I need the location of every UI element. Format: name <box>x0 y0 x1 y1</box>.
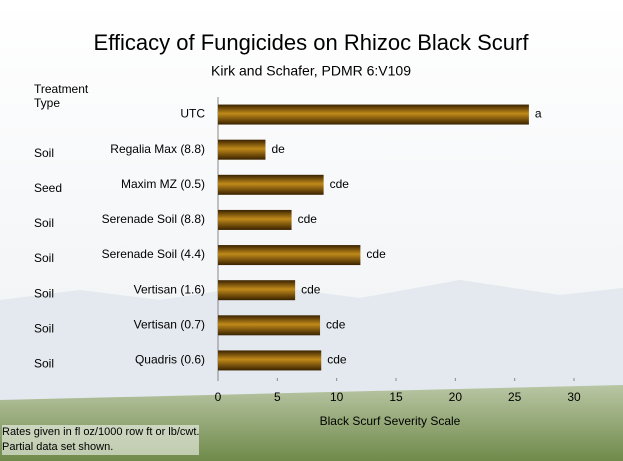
y-tick-label: Serenade Soil (4.4) <box>102 247 205 261</box>
x-tick-label: 20 <box>449 390 463 404</box>
notes: Rates given in fl oz/1000 row ft or lb/c… <box>2 425 200 455</box>
treatment-type: Soil <box>34 146 54 160</box>
x-tick-label: 15 <box>389 390 403 404</box>
treatment-type: Soil <box>34 286 54 300</box>
bar <box>218 350 322 371</box>
bar <box>218 245 361 266</box>
treatment-type: Soil <box>34 216 54 230</box>
y-tick-label: UTC <box>180 107 205 121</box>
bar <box>218 315 321 336</box>
y-tick-label: Vertisan (0.7) <box>134 317 205 331</box>
y-tick-label: Vertisan (1.6) <box>134 282 205 296</box>
chart-subtitle: Kirk and Schafer, PDMR 6:V109 <box>211 63 411 79</box>
bar <box>218 280 296 301</box>
x-tick-label: 5 <box>274 390 281 404</box>
y-tick-label: Serenade Soil (8.8) <box>102 212 205 226</box>
mountains <box>0 280 623 400</box>
note: Partial data set shown. <box>2 441 114 453</box>
significance-letter: cde <box>366 247 386 261</box>
x-tick-label: 0 <box>215 390 222 404</box>
bar <box>218 104 529 125</box>
bar <box>218 174 324 195</box>
bar <box>218 209 292 230</box>
y-tick-label: Quadris (0.6) <box>135 353 205 367</box>
treatment-type: Soil <box>34 251 54 265</box>
significance-letter: de <box>271 142 285 156</box>
significance-letter: cde <box>326 317 346 331</box>
x-tick-label: 25 <box>508 390 522 404</box>
significance-letter: cde <box>301 282 321 296</box>
treatment-type: Soil <box>34 357 54 371</box>
significance-letter: cde <box>327 353 347 367</box>
y-tick-label: Maxim MZ (0.5) <box>121 177 205 191</box>
bar <box>218 139 266 160</box>
significance-letter: cde <box>298 212 318 226</box>
x-axis-label: Black Scurf Severity Scale <box>320 414 461 428</box>
y-tick-label: Regalia Max (8.8) <box>110 142 205 156</box>
significance-letter: cde <box>330 177 350 191</box>
significance-letter: a <box>535 107 542 121</box>
treatment-type: Soil <box>34 321 54 335</box>
note: Rates given in fl oz/1000 row ft or lb/c… <box>2 426 200 438</box>
chart-title: Efficacy of Fungicides on Rhizoc Black S… <box>94 30 530 55</box>
treatment-type: Seed <box>34 181 62 195</box>
x-tick-label: 30 <box>567 390 581 404</box>
x-tick-label: 10 <box>330 390 344 404</box>
type-header: Treatment Type <box>34 82 89 110</box>
